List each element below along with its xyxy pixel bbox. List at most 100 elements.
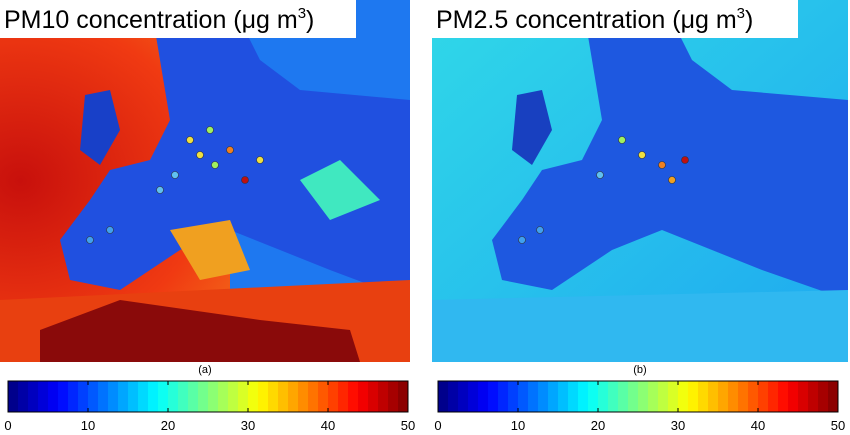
colorbar-cell xyxy=(88,381,99,412)
colorbar-cell xyxy=(578,381,589,412)
colorbar-cell xyxy=(648,381,659,412)
colorbar-cell xyxy=(558,381,569,412)
colorbar-cell xyxy=(258,381,269,412)
colorbar-cell xyxy=(758,381,769,412)
colorbar-cell xyxy=(768,381,779,412)
colorbar-cell xyxy=(458,381,469,412)
colorbar-cell xyxy=(198,381,209,412)
colorbar-cell xyxy=(118,381,129,412)
colorbar-cell xyxy=(708,381,719,412)
panel-title: PM10 concentration (μg m3) xyxy=(4,5,314,34)
colorbar-cell xyxy=(748,381,759,412)
colorbar-cell xyxy=(678,381,689,412)
colorbar-cell xyxy=(208,381,219,412)
colorbar-cell xyxy=(728,381,739,412)
colorbar-cell xyxy=(438,381,449,412)
colorbar-cell xyxy=(788,381,799,412)
colorbar-cell xyxy=(338,381,349,412)
colorbar-cell xyxy=(158,381,169,412)
colorbar-cell xyxy=(398,381,409,412)
map-b: PM2.5 concentration (μg m3) xyxy=(432,0,848,362)
panel-title: PM2.5 concentration (μg m3) xyxy=(436,5,753,34)
colorbar-cell xyxy=(168,381,179,412)
colorbar-frame xyxy=(437,380,839,413)
colorbar-cell xyxy=(478,381,489,412)
title-superscript: 3 xyxy=(298,5,306,22)
colorbar-cell xyxy=(298,381,309,412)
colorbar-cell xyxy=(38,381,49,412)
colorbar-cell xyxy=(308,381,319,412)
colorbar-cell xyxy=(128,381,139,412)
colorbar-cell xyxy=(348,381,359,412)
colorbar-cell xyxy=(78,381,89,412)
colorbar-cell xyxy=(798,381,809,412)
colorbar-cell xyxy=(718,381,729,412)
colorbar-cell xyxy=(248,381,259,412)
panel-label: (a) xyxy=(198,364,211,376)
colorbar-cell xyxy=(688,381,699,412)
colorbar-cell xyxy=(68,381,79,412)
title-close: ) xyxy=(306,6,314,34)
colorbar-cell xyxy=(228,381,239,412)
colorbar-cell xyxy=(178,381,189,412)
colorbar-cell xyxy=(658,381,669,412)
colorbar-cell xyxy=(588,381,599,412)
colorbar-cell xyxy=(18,381,29,412)
colorbar-tick-label: 50 xyxy=(831,418,845,433)
colorbar-tick-label: 0 xyxy=(434,418,441,433)
colorbar-cell xyxy=(58,381,69,412)
colorbar-cell xyxy=(468,381,479,412)
colorbar-cell xyxy=(148,381,159,412)
colorbar-cell xyxy=(818,381,829,412)
colorbar-cell xyxy=(98,381,109,412)
colorbar-tick-label: 10 xyxy=(511,418,525,433)
colorbar-cell xyxy=(238,381,249,412)
colorbar-cell xyxy=(328,381,339,412)
colorbar-cell xyxy=(498,381,509,412)
colorbar-cell xyxy=(738,381,749,412)
colorbar-cell xyxy=(508,381,519,412)
colorbar-cell xyxy=(278,381,289,412)
colorbar-tick-label: 20 xyxy=(161,418,175,433)
colorbar-tick-label: 40 xyxy=(751,418,765,433)
colorbar-cell xyxy=(668,381,679,412)
colorbar-cell xyxy=(388,381,399,412)
colorbar-cell xyxy=(538,381,549,412)
colorbar-frame xyxy=(7,380,409,413)
colorbar-cell xyxy=(548,381,559,412)
colorbar-cell xyxy=(378,381,389,412)
colorbar-cell xyxy=(448,381,459,412)
colorbar-cell xyxy=(218,381,229,412)
colorbar-cell xyxy=(638,381,649,412)
title-text: PM2.5 concentration (μg m xyxy=(436,6,737,34)
colorbar-tick-label: 30 xyxy=(241,418,255,433)
panel-label: (b) xyxy=(633,364,646,376)
colorbar-cell xyxy=(528,381,539,412)
colorbar-cell xyxy=(108,381,119,412)
colorbar-cell xyxy=(618,381,629,412)
colorbar-cell xyxy=(808,381,819,412)
colorbar-cell xyxy=(568,381,579,412)
colorbar-tick-label: 10 xyxy=(81,418,95,433)
colorbar-cell xyxy=(188,381,199,412)
colorbar-tick-label: 50 xyxy=(401,418,415,433)
colorbar-cell xyxy=(598,381,609,412)
colorbar-cell xyxy=(358,381,369,412)
colorbar-cell xyxy=(8,381,19,412)
colorbar-tick-label: 40 xyxy=(321,418,335,433)
colorbar-cell xyxy=(518,381,529,412)
colorbar-cell xyxy=(318,381,329,412)
colorbar-cell xyxy=(828,381,839,412)
title-close: ) xyxy=(745,6,753,34)
title-superscript: 3 xyxy=(737,5,745,22)
colorbar-cell xyxy=(778,381,789,412)
map-a: PM10 concentration (μg m3) xyxy=(0,0,410,362)
colorbar-tick-label: 20 xyxy=(591,418,605,433)
colorbar-cell xyxy=(138,381,149,412)
colorbar-cell xyxy=(28,381,39,412)
title-text: PM10 concentration (μg m xyxy=(4,6,298,34)
colorbar-cell xyxy=(608,381,619,412)
colorbar-cell xyxy=(288,381,299,412)
colorbar-tick-label: 30 xyxy=(671,418,685,433)
